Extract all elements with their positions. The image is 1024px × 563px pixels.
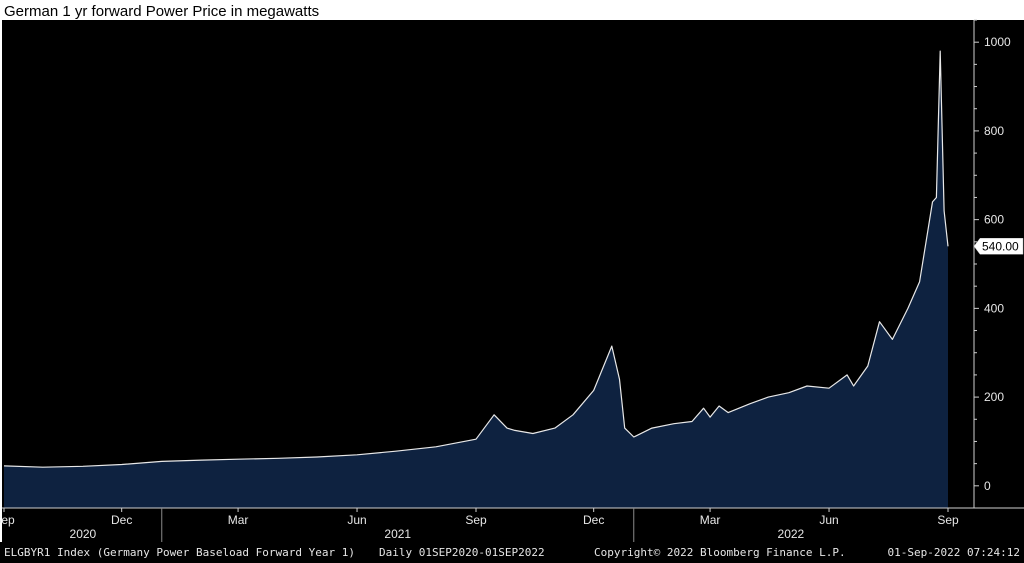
footer-timestamp: 01-Sep-2022 07:24:12 — [888, 546, 1020, 559]
x-tick-label: Sep — [465, 513, 487, 527]
last-value-tag — [973, 238, 1024, 255]
series-area-fill — [4, 51, 948, 508]
x-year-label: 2022 — [778, 527, 805, 541]
y-tick-label: 800 — [984, 124, 1004, 138]
footer-copyright: Copyright© 2022 Bloomberg Finance L.P. — [594, 546, 846, 559]
x-tick-label: Sep — [937, 513, 959, 527]
footer: ELGBYR1 Index (Germany Power Baseload Fo… — [4, 546, 1020, 559]
x-tick-label: Dec — [111, 513, 132, 527]
y-axis-panel — [974, 20, 1024, 508]
series-line — [3, 50, 949, 468]
x-axis: Sep Dec Mar Jun Sep Dec Mar Jun Sep 2020 2021 2022 — [0, 507, 1024, 542]
chart-title: German 1 yr forward Power Price in megaw… — [4, 3, 320, 20]
y-axis: 0 200 400 600 800 1000 — [973, 19, 1011, 509]
x-tick-label: Jun — [819, 513, 838, 527]
y-tick-label: 1000 — [984, 35, 1011, 49]
x-tick-label: Mar — [700, 513, 721, 527]
x-tick-label: Jun — [347, 513, 366, 527]
x-tick-label: Dec — [583, 513, 604, 527]
x-year-label: 2020 — [70, 527, 97, 541]
y-tick-label: 200 — [984, 390, 1004, 404]
x-tick-label: Sep — [0, 513, 15, 527]
footer-date-range: Daily 01SEP2020-01SEP2022 — [379, 546, 545, 559]
x-axis-panel — [2, 508, 1024, 542]
x-tick-label: Mar — [228, 513, 249, 527]
x-year-label: 2021 — [384, 527, 411, 541]
last-value-marker: 540.00 — [973, 238, 1024, 255]
y-tick-label: 0 — [984, 479, 991, 493]
footer-bar — [0, 542, 1024, 563]
y-tick-label: 600 — [984, 213, 1004, 227]
last-value-label: 540.00 — [982, 239, 1019, 253]
series-area — [3, 50, 949, 508]
footer-index-label: ELGBYR1 Index (Germany Power Baseload Fo… — [4, 546, 355, 559]
y-tick-label: 400 — [984, 301, 1004, 315]
